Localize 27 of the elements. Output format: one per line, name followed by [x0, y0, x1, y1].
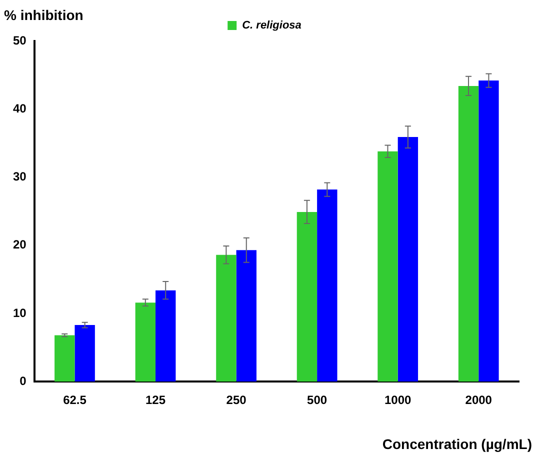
- bar: [458, 86, 479, 382]
- x-tick-label: 1000: [384, 393, 412, 408]
- y-tick-label: 20: [12, 238, 27, 252]
- x-tick-label: 2000: [465, 393, 492, 408]
- y-axis-title: % inhibition: [4, 6, 84, 23]
- bar: [216, 254, 236, 382]
- x-tick-label: 250: [226, 393, 247, 408]
- bar: [236, 250, 256, 382]
- bar: [378, 151, 398, 382]
- y-tick-label: 30: [12, 170, 27, 184]
- x-tick-label: 125: [145, 393, 166, 408]
- x-tick-label: 500: [307, 393, 328, 408]
- x-tick-label: 62.5: [63, 393, 87, 408]
- bar: [478, 80, 499, 382]
- y-tick-label: 40: [12, 101, 27, 116]
- bar: [296, 212, 318, 382]
- bar: [135, 302, 156, 382]
- bar: [54, 335, 75, 382]
- bar: [74, 325, 95, 382]
- bar: [156, 290, 176, 382]
- bar: [398, 137, 418, 382]
- legend-label: C. religiosa: [242, 20, 302, 32]
- y-tick-label: 0: [20, 374, 27, 388]
- y-tick-label: 10: [12, 306, 27, 320]
- y-tick-label: 50: [12, 33, 27, 48]
- bar: [317, 190, 338, 382]
- x-axis-title: Concentration (µg/mL): [382, 436, 532, 452]
